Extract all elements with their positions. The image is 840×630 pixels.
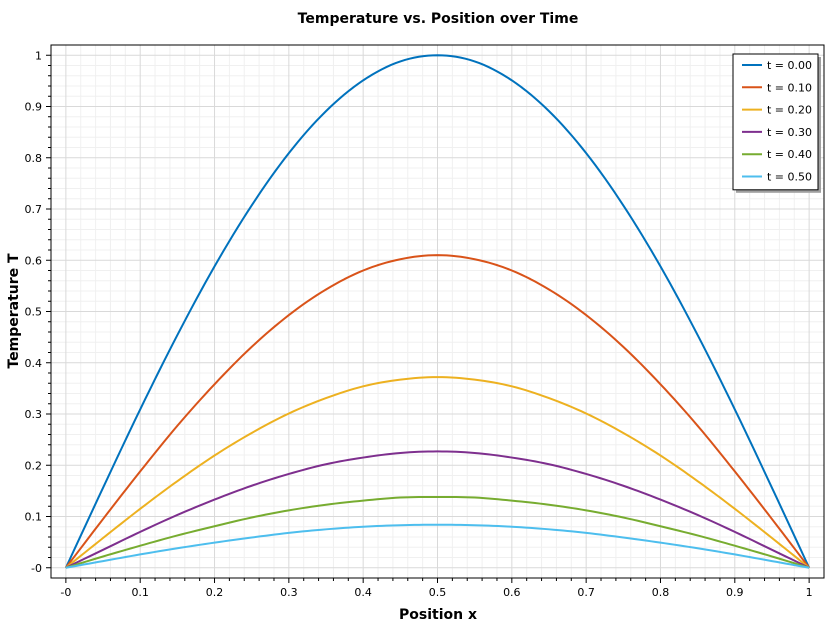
x-tick-label: 0.4 (354, 586, 372, 599)
y-tick-label: 0.1 (25, 511, 43, 524)
x-tick-label: 0.9 (726, 586, 744, 599)
legend-label-2: t = 0.20 (767, 104, 812, 117)
x-tick-label: 1 (806, 586, 813, 599)
y-axis-label: Temperature T (6, 253, 22, 369)
x-tick-label: 0.8 (652, 586, 670, 599)
x-tick-label: 0.3 (280, 586, 298, 599)
legend-label-3: t = 0.30 (767, 126, 812, 139)
series-layer (64, 54, 811, 569)
x-axis-label: Position x (399, 607, 477, 623)
legend-label-5: t = 0.50 (767, 171, 812, 184)
series-line-2 (65, 376, 810, 569)
series-line-0 (64, 54, 811, 569)
legend: t = 0.00 t = 0.10 t = 0.20 t = 0.30 t = 0.40… (732, 53, 821, 193)
y-tick-label: 0.3 (25, 408, 43, 421)
y-tick-label: 0.6 (25, 254, 43, 267)
y-tick-label: 0.4 (25, 357, 43, 370)
y-tick-label: 0.9 (25, 101, 43, 114)
x-tick-label: 0.1 (131, 586, 149, 599)
y-tick-label: -0 (31, 562, 42, 575)
chart-title: Temperature vs. Position over Time (298, 11, 579, 27)
legend-label-4: t = 0.40 (767, 148, 812, 161)
y-tick-label: 0.2 (25, 459, 43, 472)
legend-box (732, 53, 819, 191)
x-tick-label: 0.6 (503, 586, 521, 599)
x-tick-label: 0.7 (577, 586, 595, 599)
grid-layer (50, 44, 825, 579)
legend-label-0: t = 0.00 (767, 59, 812, 72)
x-tick-label: -0 (60, 586, 71, 599)
axes-layer: -0 0.1 0.2 0.3 0.4 0.5 0.6 0.7 0.8 0.9 1 -0 0.1 0.2 0.… (25, 44, 825, 599)
legend-label-1: t = 0.10 (767, 81, 812, 94)
x-tick-label: 0.5 (429, 586, 447, 599)
y-tick-label: 1 (35, 49, 42, 62)
y-tick-label: 0.8 (25, 152, 43, 165)
series-line-4 (65, 496, 810, 569)
series-line-5 (65, 523, 810, 569)
y-tick-label: 0.5 (25, 306, 43, 319)
y-tick-label: 0.7 (25, 203, 43, 216)
series-line-1 (65, 254, 810, 569)
series-line-3 (65, 450, 810, 569)
x-tick-label: 0.2 (206, 586, 224, 599)
